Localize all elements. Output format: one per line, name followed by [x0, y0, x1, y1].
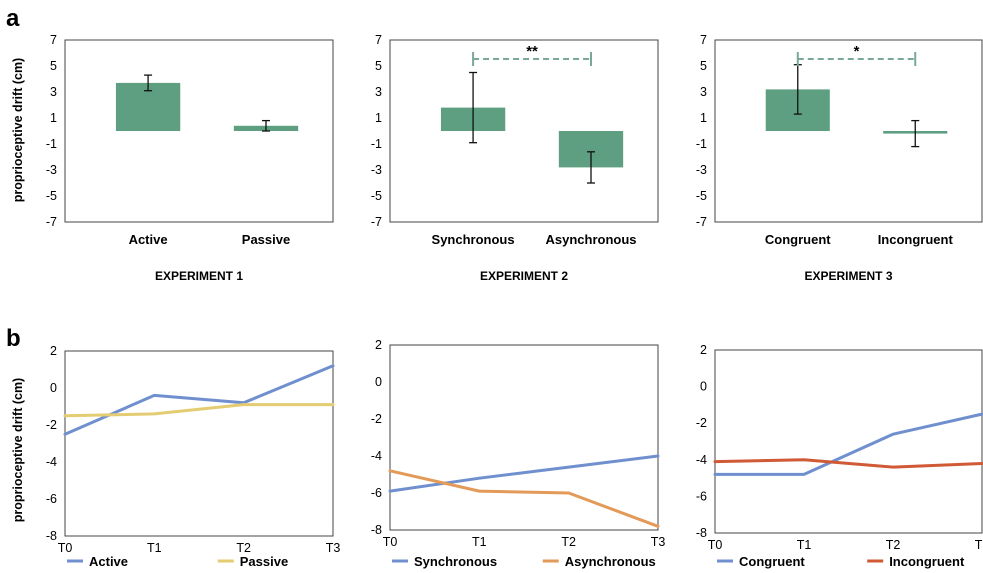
legend-label: Active [89, 554, 128, 569]
x-tick-label: T3 [651, 535, 666, 549]
y-tick-label: 5 [375, 59, 382, 73]
series-line-synchronous [388, 454, 660, 493]
panel-a-ylabel: proprioceptive drift (cm) [11, 58, 25, 202]
y-tick-label: 2 [50, 344, 57, 358]
legend-label: Asynchronous [565, 554, 656, 569]
y-tick-label: -6 [46, 492, 57, 506]
x-tick-label: T0 [58, 541, 73, 555]
x-tick-label: T1 [147, 541, 162, 555]
y-tick-label: -5 [371, 189, 382, 203]
series-line-incongruent [713, 458, 983, 469]
significance-marker: ** [526, 43, 538, 60]
y-tick-label: 5 [50, 59, 57, 73]
y-tick-label: -7 [371, 215, 382, 229]
x-tick-label: T1 [472, 535, 487, 549]
x-tick-label: T2 [236, 541, 251, 555]
y-tick-label: -2 [46, 418, 57, 432]
category-label: Passive [242, 232, 290, 247]
x-tick-label: T3 [326, 541, 341, 555]
charts: 7 5 3 1 -1 -3 -5 -7 Active Passive EXPERIMENT 1 7 5 3… [46, 33, 983, 569]
series-line-passive [63, 403, 335, 418]
x-tick-label: T2 [561, 535, 576, 549]
plot-frame [714, 349, 983, 534]
y-tick-label: 1 [50, 111, 57, 125]
panel-a-label: a [6, 5, 20, 32]
plot-frame [714, 39, 983, 223]
y-tick-label: -4 [696, 453, 707, 467]
plot-frame [389, 344, 659, 531]
experiment-label: EXPERIMENT 1 [155, 269, 243, 283]
y-tick-label: 0 [375, 375, 382, 389]
legend-label: Passive [240, 554, 288, 569]
category-label: Asynchronous [545, 232, 636, 247]
y-tick-label: -7 [46, 215, 57, 229]
series-line-asynchronous [388, 469, 660, 528]
y-tick-label: -5 [696, 189, 707, 203]
experiment-label: EXPERIMENT 3 [804, 269, 892, 283]
y-tick-label: 1 [700, 111, 707, 125]
y-tick-label: 5 [700, 59, 707, 73]
category-label: Incongruent [878, 232, 954, 247]
y-tick-label: -3 [371, 163, 382, 177]
y-tick-label: -6 [696, 489, 707, 503]
significance-marker: * [854, 43, 860, 60]
y-tick-label: 2 [375, 338, 382, 352]
y-tick-label: 7 [50, 33, 57, 47]
y-tick-label: 7 [375, 33, 382, 47]
category-label: Synchronous [432, 232, 515, 247]
x-tick-label: T0 [383, 535, 398, 549]
x-tick-label: T0 [708, 538, 723, 552]
plot-frame [389, 39, 659, 223]
y-tick-label: -1 [696, 137, 707, 151]
y-tick-label: 0 [50, 381, 57, 395]
y-tick-label: -4 [371, 449, 382, 463]
panel-b-label: b [6, 325, 21, 352]
series-line-active [63, 364, 335, 436]
x-tick-label: T1 [797, 538, 812, 552]
y-tick-label: -8 [371, 523, 382, 537]
y-tick-label: -1 [46, 137, 57, 151]
category-label: Congruent [765, 232, 831, 247]
y-tick-label: 3 [50, 85, 57, 99]
y-tick-label: -1 [371, 137, 382, 151]
y-tick-label: 3 [700, 85, 707, 99]
y-tick-label: -4 [46, 455, 57, 469]
legend-label: Incongruent [889, 554, 965, 569]
y-tick-label: 2 [700, 343, 707, 357]
y-tick-label: -8 [696, 526, 707, 540]
y-tick-label: -7 [696, 215, 707, 229]
legend-label: Congruent [739, 554, 805, 569]
category-label: Active [129, 232, 168, 247]
y-tick-label: -2 [371, 412, 382, 426]
y-tick-label: -2 [696, 416, 707, 430]
experiment-label: EXPERIMENT 2 [480, 269, 568, 283]
y-tick-label: 1 [375, 111, 382, 125]
y-tick-label: -3 [46, 163, 57, 177]
y-tick-label: 7 [700, 33, 707, 47]
x-tick-label: T2 [886, 538, 901, 552]
y-tick-label: -3 [696, 163, 707, 177]
panel-b-ylabel: proprioceptive drift (cm) [11, 378, 25, 522]
plot-frame [64, 350, 334, 537]
series-line-congruent [713, 412, 983, 476]
plot-frame [64, 39, 334, 223]
legend-label: Synchronous [414, 554, 497, 569]
y-tick-label: -8 [46, 529, 57, 543]
x-tick-label: T3 [975, 538, 983, 552]
y-tick-label: -6 [371, 486, 382, 500]
y-tick-label: -5 [46, 189, 57, 203]
y-tick-label: 0 [700, 380, 707, 394]
y-tick-label: 3 [375, 85, 382, 99]
